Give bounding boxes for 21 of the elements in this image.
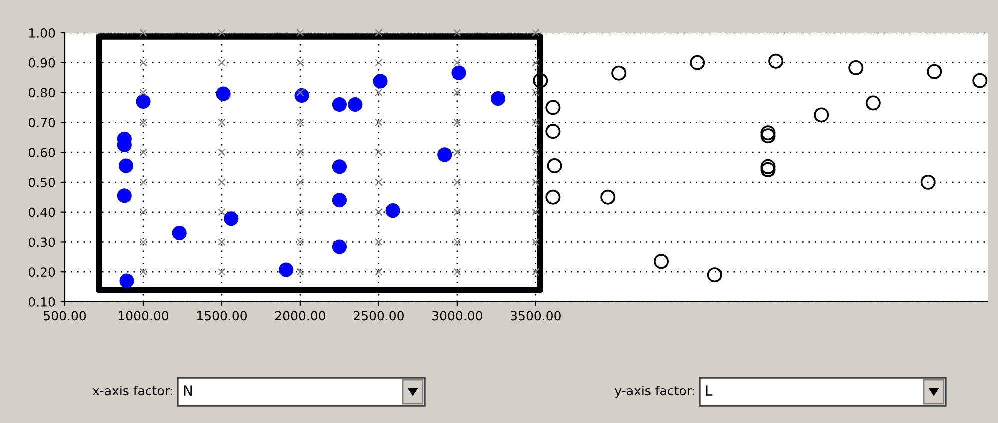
- text: L: [706, 386, 713, 396]
- x-tick-label: 1500.00: [198, 311, 247, 321]
- x-tick-label: 2500.00: [354, 311, 404, 321]
- y-tick-label: 0.50: [28, 178, 56, 188]
- y-tick-label: 0.20: [28, 268, 56, 278]
- y-tick-label: 0.70: [28, 118, 56, 128]
- y-tick-label: 0.60: [28, 148, 56, 158]
- y-tick-label: 1.00: [30, 28, 56, 38]
- x-tick-label: 500.00: [44, 311, 86, 321]
- x-tick-label: 3000.00: [432, 311, 482, 321]
- text: N: [184, 386, 192, 396]
- y-tick-label: 0.80: [28, 88, 56, 98]
- y-tick-label: 0.40: [28, 208, 56, 218]
- text: y-axis factor:: [615, 386, 695, 398]
- y-tick-label: 0.30: [28, 238, 56, 248]
- text: x-axis factor:: [92, 386, 173, 396]
- y-tick-label: 0.90: [28, 58, 56, 68]
- x-tick-label: 2000.00: [276, 311, 326, 321]
- x-tick-label: 1000.00: [119, 311, 168, 321]
- y-tick-label: 0.10: [28, 297, 56, 307]
- x-tick-label: 3500.00: [511, 311, 561, 321]
